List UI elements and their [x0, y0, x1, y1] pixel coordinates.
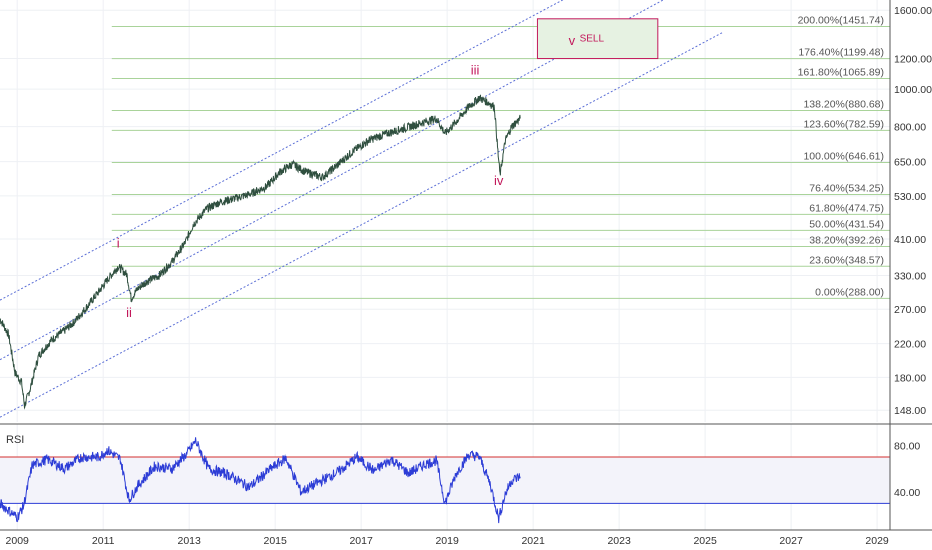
fibonacci-level-label: 176.40%(1199.48)	[798, 47, 884, 59]
price-tick-label: 1200.00	[894, 54, 932, 66]
wave-label: i	[117, 235, 120, 250]
rsi-panel: 80.00 40.00	[0, 437, 920, 524]
time-tick-label: 2011	[92, 535, 115, 547]
trend-channel	[0, 0, 723, 418]
price-tick-label: 180.00	[894, 372, 926, 384]
rsi-tick-label: 80.00	[894, 440, 920, 452]
channel-line	[0, 0, 665, 361]
fibonacci-level-label: 38.20%(392.26)	[809, 234, 884, 246]
fibonacci-level-label: 200.00%(1451.74)	[798, 15, 884, 27]
fibonacci-level-label: 23.60%(348.57)	[809, 254, 884, 266]
time-tick-label: 2027	[779, 535, 803, 547]
wave-label: v	[569, 33, 576, 48]
wave-label: iv	[494, 173, 504, 188]
price-series	[0, 94, 521, 410]
rsi-band	[0, 457, 890, 504]
time-tick-label: 2017	[349, 535, 373, 547]
time-tick-label: 2015	[263, 535, 287, 547]
price-tick-label: 1000.00	[894, 84, 932, 96]
wave-label: ii	[126, 305, 132, 320]
rsi-panel-title: RSI	[6, 434, 24, 446]
channel-line	[0, 32, 723, 418]
time-tick-label: 2029	[865, 535, 889, 547]
price-tick-label: 220.00	[894, 339, 926, 351]
fibonacci-level-label: 61.80%(474.75)	[809, 202, 884, 214]
price-line	[0, 94, 521, 410]
fibonacci-levels: 200.00%(1451.74) 176.40%(1199.48) 161.80%(…	[111, 15, 890, 299]
price-tick-label: 650.00	[894, 157, 926, 169]
time-tick-label: 2013	[177, 535, 201, 547]
sell-label: SELL	[580, 34, 605, 45]
price-tick-label: 330.00	[894, 270, 926, 282]
channel-line	[0, 0, 564, 301]
fibonacci-level-label: 50.00%(431.54)	[809, 218, 884, 230]
price-tick-label: 800.00	[894, 122, 926, 134]
time-tick-label: 2019	[435, 535, 459, 547]
fibonacci-level-label: 138.20%(880.68)	[803, 99, 884, 111]
wave-label: iii	[471, 63, 480, 78]
target-box: SELL	[536, 18, 659, 60]
time-tick-label: 2025	[693, 535, 717, 547]
price-tick-label: 148.00	[894, 405, 926, 417]
fibonacci-level-label: 161.80%(1065.89)	[798, 66, 884, 78]
fibonacci-level-label: 100.00%(646.61)	[803, 150, 884, 162]
fibonacci-level-label: 76.40%(534.25)	[809, 183, 884, 195]
time-tick-label: 2021	[521, 535, 545, 547]
price-tick-label: 270.00	[894, 304, 926, 316]
sell-box	[536, 18, 659, 60]
rsi-tick-label: 40.00	[894, 487, 920, 499]
fibonacci-level-label: 0.00%(288.00)	[815, 286, 884, 298]
time-tick-label: 2009	[6, 535, 30, 547]
fibonacci-level-label: 123.60%(782.59)	[803, 118, 884, 130]
price-tick-label: 410.00	[894, 234, 926, 246]
price-tick-label: 530.00	[894, 191, 926, 203]
rsi-line	[0, 437, 521, 524]
time-tick-label: 2023	[607, 535, 631, 547]
price-tick-label: 1600.00	[894, 5, 932, 17]
